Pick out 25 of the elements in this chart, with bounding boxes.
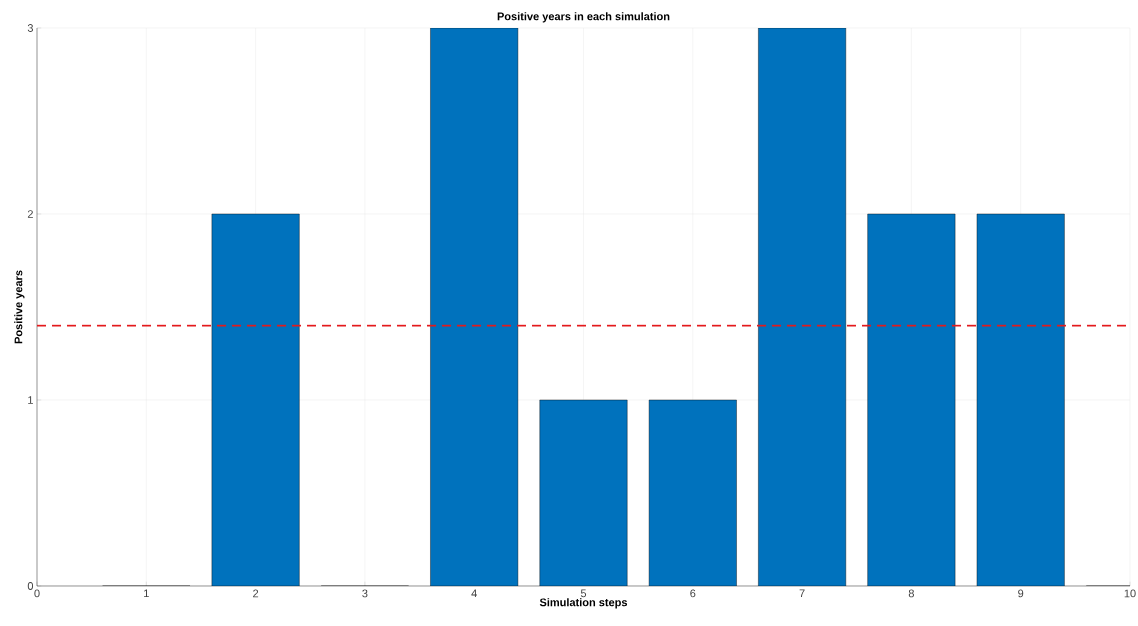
- y-tick-label: 3: [27, 24, 33, 32]
- x-tick-label: 8: [908, 589, 914, 598]
- x-tick-label: 7: [799, 589, 805, 598]
- bar: [976, 213, 1065, 586]
- x-tick-label: 3: [362, 589, 368, 598]
- x-axis-title: Simulation steps: [539, 598, 628, 609]
- y-tick-label: 0: [27, 582, 34, 590]
- x-tick-label: 6: [690, 589, 696, 598]
- y-tick-label: 2: [27, 210, 33, 218]
- bar: [758, 27, 846, 586]
- x-tick-label: 5: [580, 589, 587, 598]
- bar: [539, 399, 628, 586]
- bar: [211, 213, 300, 586]
- y-tick-label: 1: [28, 396, 33, 404]
- y-axis-title: Positive years: [14, 270, 25, 344]
- x-tick-label: 10: [1124, 589, 1136, 598]
- bar: [430, 27, 518, 586]
- x-tick-label: 4: [471, 589, 477, 598]
- x-tick-label: 9: [1018, 589, 1024, 598]
- x-tick-label: 1: [144, 589, 149, 598]
- x-tick-label: 0: [34, 589, 40, 598]
- x-tick-label: 2: [253, 589, 259, 598]
- bar: [649, 399, 737, 586]
- chart-title: Positive years in each simulation: [497, 12, 670, 23]
- bar: [867, 213, 956, 586]
